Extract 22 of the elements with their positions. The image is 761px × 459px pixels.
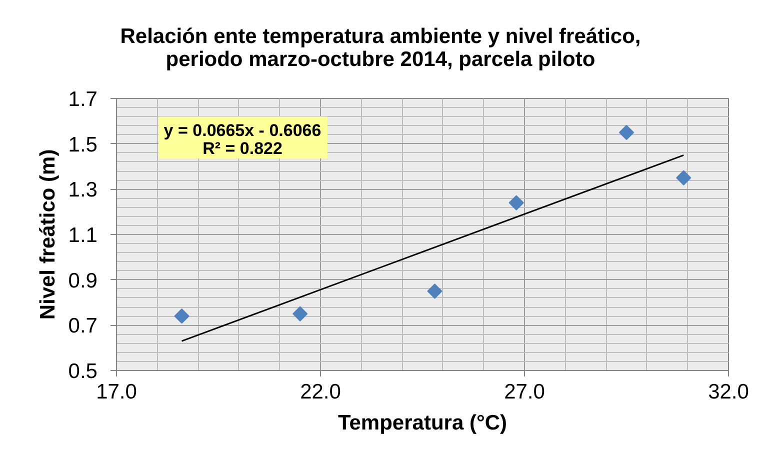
point [292,306,308,322]
point [508,195,524,210]
x-axis-title: Temperatura (°C) [338,412,508,434]
x-tick-label: 22.0 [300,380,341,404]
point [427,284,442,299]
y-tick-label: 1.7 [68,88,98,111]
y-tick-label: 1.3 [68,178,98,202]
y-axis-title: Nivel freático (m) [36,149,60,320]
point [676,170,692,186]
x-tick-label: 27.0 [504,380,545,404]
y-tick-label: 0.7 [68,314,98,338]
x-tick-label: 32.0 [708,380,749,404]
annotation: R² = 0.822 [202,139,282,158]
y-tick-label: 1.1 [68,224,98,247]
x-tick-label: 17.0 [96,380,137,404]
y-tick-label: 0.9 [68,269,98,292]
annotation: y = 0.0665x - 0.6066 [164,121,322,140]
point [174,308,190,324]
y-tick-label: 1.5 [68,133,98,156]
y-tick-label: 0.5 [68,360,98,383]
point [618,124,634,140]
chart-title: Relación ente temperatura ambiente y nivel freático, periodo marzo-octubre 2014, parcela piloto [120,25,641,71]
